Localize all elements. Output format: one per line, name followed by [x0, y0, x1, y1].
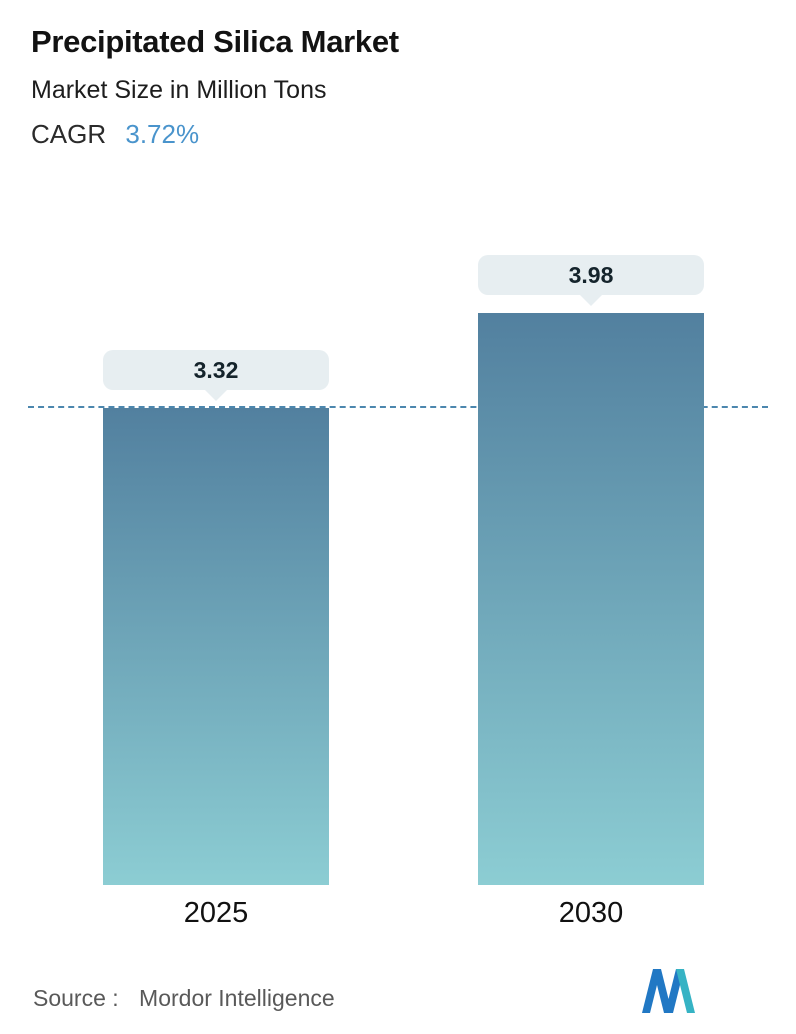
source-value: Mordor Intelligence: [139, 985, 335, 1011]
x-axis-label-2025: 2025: [183, 897, 249, 929]
value-label-2030: 3.98: [568, 261, 614, 288]
value-label-2025: 3.32: [193, 356, 239, 383]
chart-subtitle: Market Size in Million Tons: [31, 76, 327, 104]
tooltip-caret-icon: [580, 295, 602, 306]
cagr-value: 3.72%: [125, 119, 200, 149]
cagr-row: CAGR 3.72%: [31, 119, 399, 150]
bar-2025: [103, 408, 329, 885]
value-tooltip-2025: 3.32: [103, 350, 329, 401]
bar-2030: [478, 313, 704, 885]
value-tooltip-2030: 3.98: [478, 255, 704, 306]
chart-title: Precipitated Silica Market: [31, 24, 399, 59]
source-attribution: Source : Mordor Intelligence: [33, 985, 335, 1012]
cagr-label: CAGR: [31, 119, 107, 149]
mordor-intelligence-logo-icon: [642, 969, 695, 1013]
tooltip-caret-icon: [205, 390, 227, 401]
chart-header: Precipitated Silica Market Market Size i…: [31, 24, 399, 150]
dashed-reference-line: [28, 406, 768, 408]
source-label: Source :: [33, 985, 119, 1011]
x-axis-label-2030: 2030: [558, 897, 624, 929]
